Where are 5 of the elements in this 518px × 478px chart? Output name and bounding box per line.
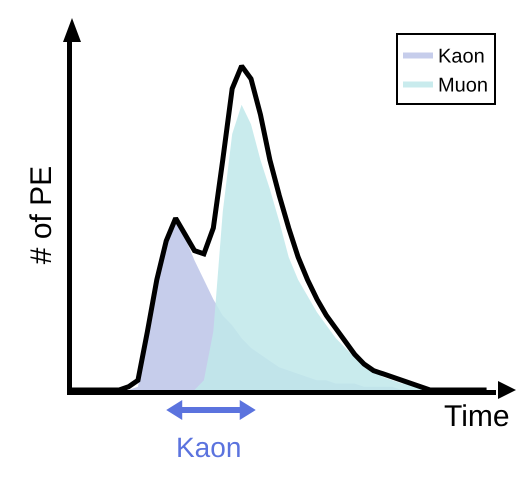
- legend-label: Muon: [438, 74, 488, 96]
- y-axis-title: # of PE: [25, 166, 58, 264]
- text: Kaon: [176, 432, 242, 463]
- x-axis-title: Time: [444, 400, 510, 433]
- legend-label: Kaon: [438, 45, 485, 68]
